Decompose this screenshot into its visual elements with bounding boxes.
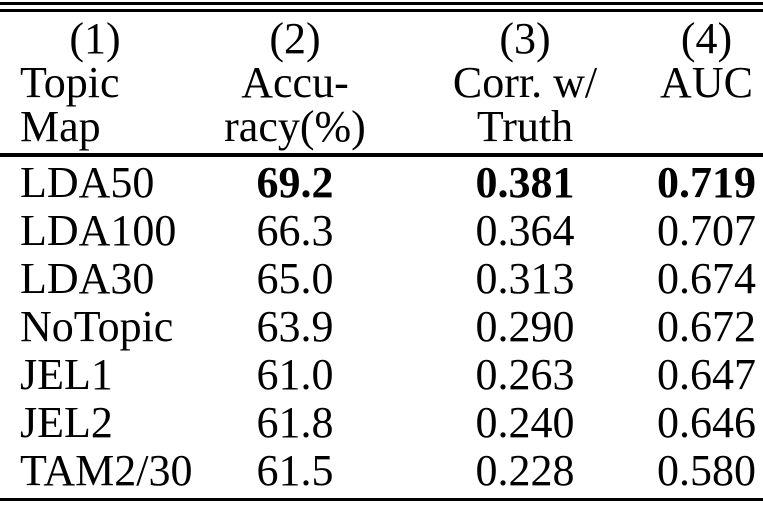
column-title (650, 105, 763, 149)
accuracy-value: 63.9 (256, 302, 334, 351)
corr-value: 0.381 (475, 158, 575, 207)
table-row: LDA100 66.3 0.364 0.707 (0, 207, 763, 255)
corr-value: 0.313 (475, 254, 575, 303)
row-label: TAM2/30 (20, 446, 193, 495)
row-label: NoTopic (20, 302, 174, 351)
row-label: JEL2 (20, 398, 113, 447)
auc-value: 0.707 (657, 206, 756, 255)
column-number: (3) (499, 14, 551, 63)
column-title: racy(%) (224, 102, 366, 151)
table-row: JEL2 61.8 0.240 0.646 (0, 399, 763, 447)
table-row: TAM2/30 61.5 0.228 0.580 (0, 447, 763, 495)
header-title-row-1: Topic Accu- Corr. w/ AUC (0, 61, 763, 105)
corr-value: 0.228 (475, 446, 575, 495)
corr-value: 0.240 (475, 398, 575, 447)
accuracy-value: 66.3 (256, 206, 334, 255)
column-title: Accu- (241, 58, 349, 107)
table-row: NoTopic 63.9 0.290 0.672 (0, 303, 763, 351)
auc-value: 0.646 (657, 398, 756, 447)
corr-value: 0.263 (475, 350, 575, 399)
column-title: Topic (20, 58, 120, 107)
column-title: Map (20, 102, 101, 151)
table-header: (1) (2) (3) (4) Topic Accu- Corr. w/ AUC… (0, 17, 763, 149)
corr-value: 0.290 (475, 302, 575, 351)
auc-value: 0.672 (657, 302, 756, 351)
column-title: AUC (660, 58, 753, 107)
auc-value: 0.647 (657, 350, 756, 399)
header-rule (0, 153, 763, 157)
header-number-row: (1) (2) (3) (4) (0, 17, 763, 61)
accuracy-value: 69.2 (256, 158, 334, 207)
auc-value: 0.580 (657, 446, 756, 495)
row-label: JEL1 (20, 350, 113, 399)
table-row: LDA30 65.0 0.313 0.674 (0, 255, 763, 303)
column-number: (2) (269, 14, 321, 63)
table-body: LDA50 69.2 0.381 0.719 LDA100 66.3 0.364… (0, 159, 763, 495)
accuracy-value: 65.0 (256, 254, 334, 303)
corr-value: 0.364 (475, 206, 575, 255)
table-row: JEL1 61.0 0.263 0.647 (0, 351, 763, 399)
header-title-row-2: Map racy(%) Truth (0, 105, 763, 149)
top-double-rule (0, 2, 763, 12)
table-row: LDA50 69.2 0.381 0.719 (0, 159, 763, 207)
accuracy-value: 61.0 (256, 350, 334, 399)
row-label: LDA50 (20, 158, 155, 207)
accuracy-value: 61.8 (256, 398, 334, 447)
accuracy-value: 61.5 (256, 446, 334, 495)
bottom-rule (0, 498, 763, 501)
column-number: (1) (69, 14, 121, 63)
auc-value: 0.674 (657, 254, 756, 303)
column-title: Corr. w/ (452, 58, 598, 107)
column-title: Truth (476, 102, 574, 151)
column-number: (4) (680, 14, 733, 63)
row-label: LDA100 (20, 206, 177, 255)
row-label: LDA30 (20, 254, 155, 303)
auc-value: 0.719 (657, 158, 756, 207)
